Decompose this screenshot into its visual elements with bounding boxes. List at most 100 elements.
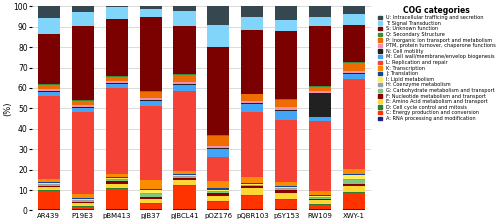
Bar [242,188,264,195]
Bar [72,101,94,105]
Bar [38,209,60,210]
Bar [242,6,264,17]
Bar [309,194,331,196]
Bar [106,81,128,83]
Bar [276,186,297,187]
Bar [174,26,196,74]
Bar [72,107,94,108]
Bar [208,148,230,149]
Bar [72,206,94,207]
Bar [276,189,297,190]
Bar [276,107,297,110]
Bar [343,73,365,74]
Bar [174,6,196,11]
Bar [276,99,297,100]
Bar [208,192,230,193]
Bar [38,182,60,183]
Bar [106,179,128,180]
Bar [38,186,60,187]
Bar [38,191,60,209]
Legend: U: Intracellular trafficing and secretion, T: Signal Transduction, S: Unknown fu: U: Intracellular trafficing and secretio… [377,5,496,122]
Bar [140,198,162,200]
Bar [174,170,196,174]
Bar [38,185,60,186]
Bar [309,6,331,17]
Bar [343,71,365,73]
Bar [208,209,230,210]
Bar [38,179,60,182]
Bar [276,31,297,99]
Bar [208,6,230,25]
Bar [276,187,297,188]
Bar [309,91,331,93]
Bar [38,34,60,84]
Bar [106,174,128,177]
Bar [140,194,162,198]
Bar [276,200,297,210]
Bar [343,192,365,193]
Bar [140,190,162,192]
Bar [242,17,264,30]
Bar [208,146,230,148]
Y-axis label: (%): (%) [3,101,12,116]
Bar [276,188,297,189]
Bar [309,190,331,194]
Bar [343,169,365,174]
Bar [38,183,60,184]
Bar [242,186,264,188]
Bar [174,84,196,85]
Bar [208,196,230,201]
Bar [242,184,264,186]
Bar [242,196,264,210]
Bar [72,105,94,107]
Bar [208,135,230,136]
Bar [106,77,128,81]
Bar [140,106,162,180]
Bar [276,110,297,111]
Bar [343,74,365,79]
Bar [309,200,331,204]
Bar [242,177,264,183]
Bar [242,112,264,177]
Bar [242,104,264,112]
Bar [106,83,128,84]
Bar [38,89,60,91]
Bar [242,183,264,184]
Bar [140,101,162,106]
Bar [242,101,264,103]
Bar [174,176,196,177]
Bar [309,93,331,117]
Bar [309,26,331,86]
Bar [72,199,94,200]
Bar [140,204,162,209]
Bar [343,63,365,71]
Bar [106,178,128,179]
Bar [276,120,297,182]
Bar [106,180,128,181]
Bar [343,180,365,184]
Bar [208,190,230,191]
Bar [140,98,162,100]
Bar [106,184,128,188]
Bar [309,86,331,87]
Bar [174,74,196,75]
Bar [343,6,365,14]
Bar [276,100,297,107]
Bar [309,198,331,200]
Bar [72,202,94,203]
Bar [208,191,230,192]
Bar [309,117,331,121]
Bar [72,200,94,201]
Bar [309,17,331,26]
Bar [72,207,94,209]
Bar [276,190,297,193]
Bar [174,177,196,178]
Bar [106,19,128,76]
Bar [276,182,297,186]
Bar [72,108,94,112]
Bar [343,193,365,209]
Bar [38,18,60,34]
Bar [242,195,264,196]
Bar [208,188,230,190]
Bar [276,6,297,20]
